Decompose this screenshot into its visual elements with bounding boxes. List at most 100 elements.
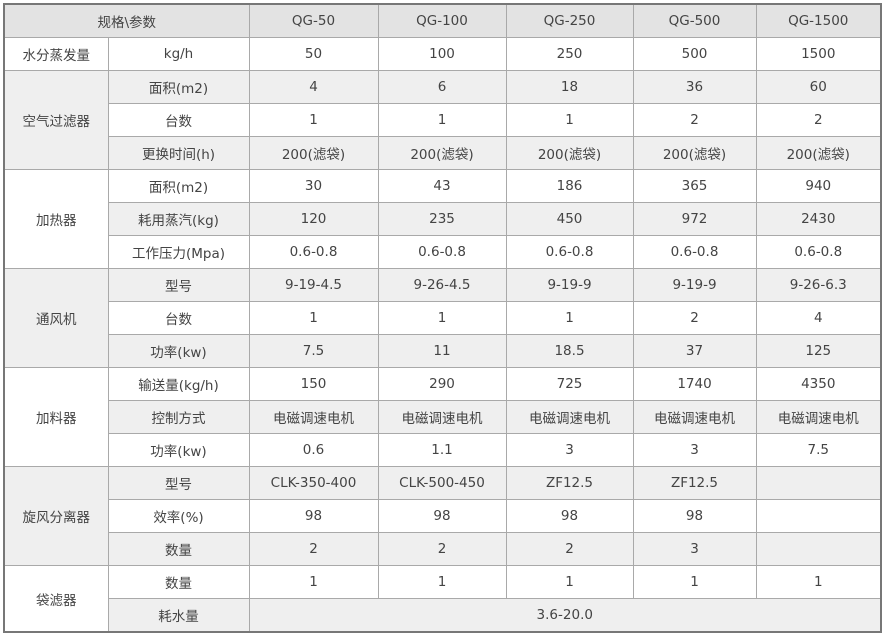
- value-cell: [755, 532, 882, 566]
- value-cell: 4: [755, 301, 882, 335]
- value-cell: 200(滤袋): [377, 136, 507, 170]
- value-cell: 3: [632, 532, 757, 566]
- value-cell: ZF12.5: [505, 466, 634, 500]
- value-cell: 1: [632, 565, 757, 599]
- value-cell: 37: [632, 334, 757, 368]
- value-cell: 1: [248, 301, 379, 335]
- group-label: 加热器: [3, 169, 109, 269]
- value-cell: 0.6: [248, 433, 379, 467]
- model-header: QG-500: [632, 3, 757, 38]
- value-cell: 365: [632, 169, 757, 203]
- table-row: 通风机 型号 9-19-4.5 9-26-4.5 9-19-9 9-19-9 9-26-6.…: [3, 268, 882, 368]
- model-header: QG-100: [377, 3, 507, 38]
- value-cell: 11: [377, 334, 507, 368]
- param-label: kg/h: [107, 37, 250, 71]
- value-cell: 36: [632, 70, 757, 104]
- model-header: QG-50: [248, 3, 379, 38]
- value-cell: 电磁调速电机: [248, 400, 379, 434]
- value-cell: 60: [755, 70, 882, 104]
- value-cell: 43: [377, 169, 507, 203]
- param-label: 控制方式: [107, 400, 250, 434]
- value-cell: 940: [755, 169, 882, 203]
- model-header: QG-1500: [755, 3, 882, 38]
- param-label: 型号: [107, 268, 250, 302]
- value-cell: 7.5: [248, 334, 379, 368]
- value-cell: 2: [248, 532, 379, 566]
- value-cell: 125: [755, 334, 882, 368]
- param-label: 型号: [107, 466, 250, 500]
- value-cell: 200(滤袋): [505, 136, 634, 170]
- value-cell: 1: [248, 565, 379, 599]
- group-label: 袋滤器: [3, 565, 109, 633]
- value-cell: 电磁调速电机: [755, 400, 882, 434]
- value-cell: 290: [377, 367, 507, 401]
- table-row: 加料器 输送量(kg/h) 150 290 725 1740 4350: [3, 367, 882, 467]
- value-cell: 1: [377, 301, 507, 335]
- value-cell: 30: [248, 169, 379, 203]
- param-label: 数量: [107, 532, 250, 566]
- group-label: 空气过滤器: [3, 70, 109, 170]
- value-cell: 120: [248, 202, 379, 236]
- value-cell: 1: [505, 565, 634, 599]
- param-label: 功率(kw): [107, 433, 250, 467]
- table-row: 旋风分离器 型号 CLK-350-400 CLK-500-450 ZF12.5 ZF12.…: [3, 466, 882, 566]
- value-cell: 2: [632, 301, 757, 335]
- value-cell: 98: [505, 499, 634, 533]
- value-cell: 4350: [755, 367, 882, 401]
- value-cell: [755, 499, 882, 533]
- value-cell: 9-26-6.3: [755, 268, 882, 302]
- value-cell: 0.6-0.8: [632, 235, 757, 269]
- value-cell: 2: [632, 103, 757, 137]
- value-cell: 200(滤袋): [632, 136, 757, 170]
- value-cell: 972: [632, 202, 757, 236]
- param-label: 耗水量: [107, 598, 250, 633]
- table-row: 数量 2 2 2 3: [4, 532, 882, 566]
- param-label: 台数: [107, 301, 250, 335]
- value-cell: CLK-500-450: [377, 466, 507, 500]
- table-row: 加热器 面积(m2) 30 43 186 365 940: [3, 169, 882, 269]
- table-row: 台数 1 1 1 2 4: [4, 301, 882, 335]
- value-cell: 电磁调速电机: [632, 400, 757, 434]
- table-row: 控制方式 电磁调速电机 电磁调速电机 电磁调速电机 电磁调速电机 电磁调速电机: [4, 400, 882, 434]
- table-row: 功率(kw) 0.6 1.1 3 3 7.5: [4, 433, 882, 467]
- table-row: 效率(%) 98 98 98 98: [4, 499, 882, 533]
- param-label: 台数: [107, 103, 250, 137]
- value-cell: ZF12.5: [632, 466, 757, 500]
- value-cell: 电磁调速电机: [505, 400, 634, 434]
- value-cell: 98: [632, 499, 757, 533]
- value-cell: 1: [505, 103, 634, 137]
- value-cell: 1: [505, 301, 634, 335]
- value-cell: 500: [632, 37, 757, 71]
- value-cell: 235: [377, 202, 507, 236]
- value-cell: 电磁调速电机: [377, 400, 507, 434]
- value-cell: 2: [377, 532, 507, 566]
- param-label: 输送量(kg/h): [107, 367, 250, 401]
- value-cell: 9-19-4.5: [248, 268, 379, 302]
- param-label: 功率(kw): [107, 334, 250, 368]
- value-cell: 150: [248, 367, 379, 401]
- value-cell: 2: [505, 532, 634, 566]
- value-cell: 2: [755, 103, 882, 137]
- value-cell: 0.6-0.8: [248, 235, 379, 269]
- header-row: 规格\参数 QG-50 QG-100 QG-250 QG-500 QG-1500: [3, 3, 882, 38]
- table-row: 水分蒸发量 kg/h 50 100 250 500 1500: [3, 37, 882, 71]
- value-cell: 9-19-9: [505, 268, 634, 302]
- param-label: 面积(m2): [107, 70, 250, 104]
- table-row: 袋滤器 数量 1 1 1 1 1: [3, 565, 882, 633]
- value-cell: 7.5: [755, 433, 882, 467]
- model-header: QG-250: [505, 3, 634, 38]
- corner-header: 规格\参数: [3, 3, 250, 38]
- group-label: 通风机: [3, 268, 109, 368]
- param-label: 效率(%): [107, 499, 250, 533]
- table-row: 空气过滤器 面积(m2) 4 6 18 36 60: [3, 70, 882, 170]
- param-label: 更换时间(h): [107, 136, 250, 170]
- value-cell: 200(滤袋): [755, 136, 882, 170]
- value-cell: 0.6-0.8: [505, 235, 634, 269]
- value-cell: 1: [377, 103, 507, 137]
- value-cell: 0.6-0.8: [377, 235, 507, 269]
- value-cell: 1: [755, 565, 882, 599]
- value-cell: 1.1: [377, 433, 507, 467]
- param-label: 面积(m2): [107, 169, 250, 203]
- value-cell: 100: [377, 37, 507, 71]
- value-cell: 1: [377, 565, 507, 599]
